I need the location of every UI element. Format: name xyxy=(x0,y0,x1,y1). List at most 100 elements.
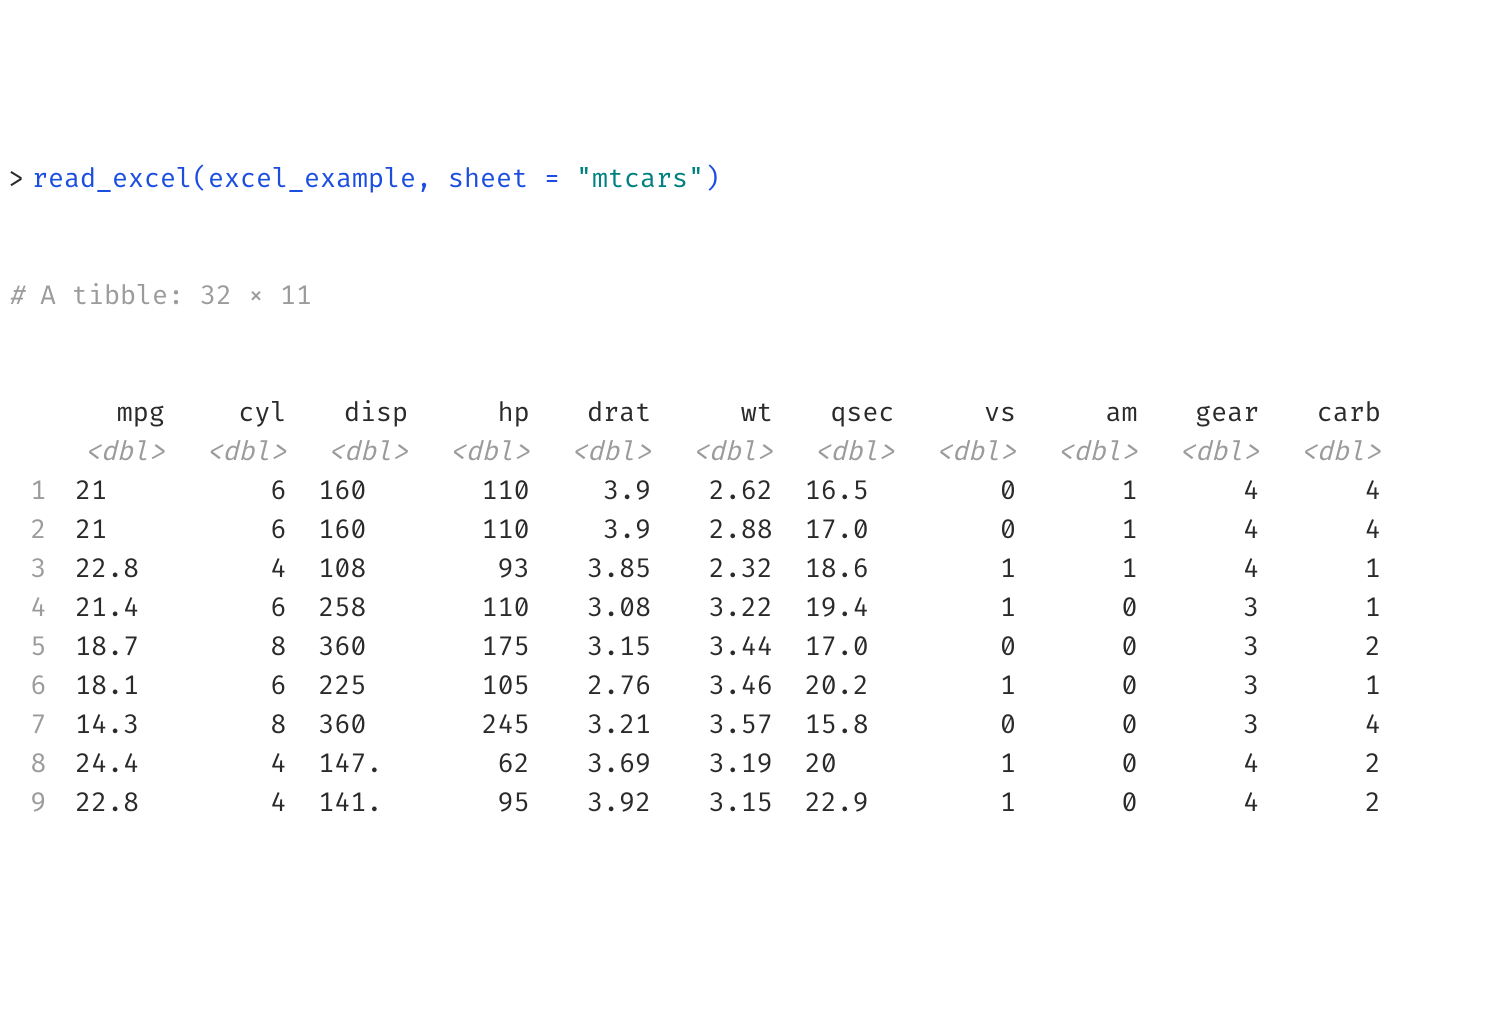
cell-cyl: 6 xyxy=(181,472,303,511)
cell-hp: 105 xyxy=(424,667,546,706)
cell-drat: 3.21 xyxy=(546,706,668,745)
code-paren-open: ( xyxy=(192,163,208,195)
cell-drat: 3.69 xyxy=(546,745,668,784)
tibble-dims: A tibble: 32 × 11 xyxy=(24,280,312,312)
cell-mpg: 18.1 xyxy=(59,667,181,706)
cell-drat: 3.9 xyxy=(546,472,668,511)
col-type-drat: <dbl> xyxy=(546,433,668,472)
row-number: 2 xyxy=(8,511,59,550)
cell-disp: 360 xyxy=(302,628,424,667)
cell-drat: 2.76 xyxy=(546,667,668,706)
tibble-table: mpgcyldisphpdratwtqsecvsamgearcarb<dbl><… xyxy=(8,394,1494,823)
cell-mpg: 22.8 xyxy=(59,784,181,823)
tibble-header: # A tibble: 32 × 11 xyxy=(8,277,1494,316)
cell-qsec: 17.0 xyxy=(789,511,911,550)
cell-carb: 4 xyxy=(1275,706,1397,745)
cell-carb: 1 xyxy=(1275,589,1397,628)
cell-gear: 4 xyxy=(1154,550,1276,589)
cell-carb: 1 xyxy=(1275,667,1397,706)
cell-wt: 2.32 xyxy=(667,550,789,589)
code-argname: sheet = xyxy=(448,163,576,195)
cell-disp: 160 xyxy=(302,472,424,511)
cell-wt: 3.44 xyxy=(667,628,789,667)
cell-qsec: 15.8 xyxy=(789,706,911,745)
cell-am: 1 xyxy=(1032,550,1154,589)
cell-vs: 0 xyxy=(910,706,1032,745)
cell-disp: 147. xyxy=(302,745,424,784)
cell-am: 0 xyxy=(1032,589,1154,628)
cell-carb: 2 xyxy=(1275,784,1397,823)
col-type-disp: <dbl> xyxy=(302,433,424,472)
cell-carb: 4 xyxy=(1275,472,1397,511)
cell-vs: 1 xyxy=(910,745,1032,784)
cell-wt: 3.22 xyxy=(667,589,789,628)
col-type-vs: <dbl> xyxy=(910,433,1032,472)
col-type-cyl: <dbl> xyxy=(181,433,303,472)
cell-drat: 3.85 xyxy=(546,550,668,589)
cell-am: 0 xyxy=(1032,628,1154,667)
row-number: 6 xyxy=(8,667,59,706)
cell-wt: 2.88 xyxy=(667,511,789,550)
cell-mpg: 14.3 xyxy=(59,706,181,745)
col-type-carb: <dbl> xyxy=(1275,433,1397,472)
cell-disp: 160 xyxy=(302,511,424,550)
cell-drat: 3.08 xyxy=(546,589,668,628)
row-number-blank xyxy=(8,394,59,433)
console-code: read_excel(excel_example, sheet = "mtcar… xyxy=(32,160,720,199)
cell-qsec: 19.4 xyxy=(789,589,911,628)
cell-cyl: 4 xyxy=(181,550,303,589)
cell-gear: 4 xyxy=(1154,511,1276,550)
col-type-wt: <dbl> xyxy=(667,433,789,472)
cell-qsec: 20.2 xyxy=(789,667,911,706)
col-header-drat: drat xyxy=(546,394,668,433)
cell-hp: 95 xyxy=(424,784,546,823)
cell-drat: 3.15 xyxy=(546,628,668,667)
cell-hp: 110 xyxy=(424,472,546,511)
cell-am: 1 xyxy=(1032,511,1154,550)
cell-hp: 110 xyxy=(424,511,546,550)
cell-drat: 3.9 xyxy=(546,511,668,550)
cell-carb: 1 xyxy=(1275,550,1397,589)
cell-gear: 4 xyxy=(1154,472,1276,511)
cell-vs: 1 xyxy=(910,550,1032,589)
cell-am: 0 xyxy=(1032,706,1154,745)
row-number: 3 xyxy=(8,550,59,589)
cell-vs: 1 xyxy=(910,589,1032,628)
cell-cyl: 8 xyxy=(181,706,303,745)
cell-disp: 108 xyxy=(302,550,424,589)
cell-am: 0 xyxy=(1032,784,1154,823)
code-paren-close: ) xyxy=(704,163,720,195)
cell-mpg: 22.8 xyxy=(59,550,181,589)
row-number: 9 xyxy=(8,784,59,823)
cell-wt: 3.19 xyxy=(667,745,789,784)
cell-cyl: 6 xyxy=(181,511,303,550)
col-type-gear: <dbl> xyxy=(1154,433,1276,472)
cell-qsec: 18.6 xyxy=(789,550,911,589)
cell-drat: 3.92 xyxy=(546,784,668,823)
cell-am: 0 xyxy=(1032,667,1154,706)
cell-qsec: 20 xyxy=(789,745,911,784)
cell-vs: 1 xyxy=(910,784,1032,823)
cell-gear: 3 xyxy=(1154,667,1276,706)
cell-cyl: 4 xyxy=(181,784,303,823)
cell-gear: 3 xyxy=(1154,589,1276,628)
col-header-gear: gear xyxy=(1154,394,1276,433)
cell-cyl: 4 xyxy=(181,745,303,784)
row-number: 1 xyxy=(8,472,59,511)
console-input-line: > read_excel(excel_example, sheet = "mtc… xyxy=(8,160,1494,199)
cell-gear: 4 xyxy=(1154,784,1276,823)
cell-hp: 62 xyxy=(424,745,546,784)
cell-gear: 3 xyxy=(1154,628,1276,667)
row-number-blank xyxy=(8,433,59,472)
cell-wt: 3.15 xyxy=(667,784,789,823)
code-fn: read_excel xyxy=(32,163,192,195)
code-arg1: excel_example xyxy=(208,163,416,195)
cell-carb: 4 xyxy=(1275,511,1397,550)
row-number: 5 xyxy=(8,628,59,667)
col-header-qsec: qsec xyxy=(789,394,911,433)
cell-vs: 1 xyxy=(910,667,1032,706)
col-header-wt: wt xyxy=(667,394,789,433)
col-type-hp: <dbl> xyxy=(424,433,546,472)
cell-hp: 245 xyxy=(424,706,546,745)
cell-hp: 110 xyxy=(424,589,546,628)
